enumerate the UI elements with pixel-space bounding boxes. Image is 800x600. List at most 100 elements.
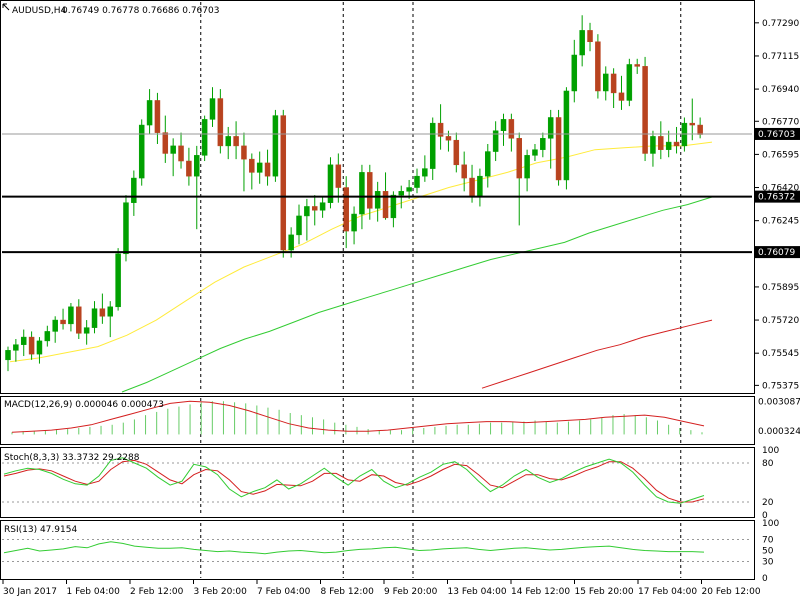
candle-body — [217, 98, 224, 147]
candlestick-series — [5, 15, 703, 372]
rsi-tick-label: 100 — [762, 519, 779, 529]
rsi-gridlines — [2, 523, 752, 578]
candle-body — [563, 90, 570, 181]
last-price-marker: 0.76703 — [758, 130, 795, 140]
candle-body — [673, 141, 680, 147]
candle-body — [406, 187, 412, 192]
candle-body — [665, 141, 672, 150]
candle-body — [170, 145, 176, 154]
macd-title: MACD(12,26,9) 0.000046 0.000473 — [4, 400, 164, 410]
macd-signal-line — [11, 400, 705, 433]
candle-body — [547, 117, 554, 139]
candle-body — [367, 172, 373, 209]
candle-body — [131, 177, 137, 203]
candle-body — [634, 64, 640, 67]
time-tick-label: 1 Feb 04:00 — [67, 587, 121, 597]
price-tick-label: 0.76940 — [762, 85, 799, 95]
stoch-gridlines — [2, 450, 752, 515]
candle-body — [351, 213, 357, 232]
fast-ma-line — [9, 141, 713, 363]
time-tick-label: 8 Feb 12:00 — [321, 587, 375, 597]
candle-body — [414, 175, 420, 188]
rsi-tick-label: 0 — [762, 574, 768, 584]
candle-body — [697, 124, 703, 135]
time-tick-label: 14 Feb 12:00 — [511, 587, 570, 597]
moving-averages — [9, 141, 713, 393]
macd-panel: MACD(12,26,9) 0.000046 0.000473 — [0, 396, 755, 445]
candle-body — [500, 119, 507, 131]
candle-body — [327, 164, 334, 203]
candle-body — [603, 73, 609, 92]
candle-body — [76, 306, 82, 334]
candle-body — [256, 162, 263, 173]
macd-signal-path — [11, 400, 705, 433]
candle-body — [186, 160, 192, 177]
stoch-title: Stoch(8,3,3) 33.3732 29.2288 — [4, 453, 140, 463]
candle-body — [123, 202, 129, 255]
candle-body — [359, 172, 365, 215]
candle-body — [335, 164, 342, 188]
price-tick-label: 0.76770 — [762, 117, 799, 127]
stoch-tick-label: 100 — [762, 446, 779, 456]
candle-body — [587, 30, 593, 43]
candle-body — [44, 331, 51, 342]
candle-body — [492, 130, 499, 152]
candle-body — [99, 308, 106, 317]
candle-body — [469, 177, 475, 198]
price-tick-label: 0.75895 — [762, 283, 799, 293]
candle-body — [555, 117, 562, 181]
ohlc-readout: 0.76749 0.76778 0.76686 0.76703 — [62, 6, 219, 16]
candle-body — [194, 155, 200, 177]
level-price-marker: 0.76372 — [758, 193, 795, 203]
candle-body — [28, 336, 35, 355]
candle-body — [429, 122, 436, 169]
candle-body — [485, 151, 491, 177]
candle-body — [650, 136, 656, 154]
rsi-title: RSI(13) 47.9154 — [4, 525, 77, 535]
candle-body — [681, 122, 688, 147]
price-tick-label: 0.75720 — [762, 316, 799, 326]
candle-body — [579, 30, 585, 56]
rsi-panel-frame — [0, 520, 755, 580]
candle-body — [595, 41, 601, 92]
candle-body — [52, 319, 58, 332]
price-tick-label: 0.76245 — [762, 217, 799, 227]
rsi-panel: RSI(13) 47.9154 — [0, 520, 755, 580]
candle-body — [610, 73, 617, 94]
candle-body — [532, 149, 538, 156]
candle-body — [374, 191, 381, 209]
macd-histogram — [11, 401, 703, 435]
candle-body — [36, 340, 43, 355]
rsi-line — [3, 541, 705, 555]
candle-body — [225, 136, 231, 147]
candle-body — [280, 115, 287, 251]
candle-body — [319, 202, 326, 211]
rsi-path — [3, 541, 705, 555]
candle-body — [437, 122, 444, 137]
candle-body — [311, 206, 318, 211]
time-tick-label: 3 Feb 20:00 — [194, 587, 248, 597]
candle-body — [178, 145, 184, 162]
time-tick-label: 17 Feb 04:00 — [638, 587, 697, 597]
candle-body — [390, 194, 397, 219]
candle-body — [264, 162, 271, 177]
macd-axis: 0.003087 0.000324 — [758, 397, 800, 437]
candle-body — [445, 136, 452, 141]
candle-body — [540, 138, 546, 150]
candle-body — [146, 100, 153, 126]
candle-body — [91, 308, 98, 328]
candle-body — [60, 319, 66, 325]
candle-body — [249, 158, 255, 173]
candle-body — [571, 54, 578, 92]
candle-body — [398, 191, 405, 196]
candle-body — [689, 122, 696, 126]
price-panel: AUDUSD,H4 0.76749 0.76778 0.76686 0.7670… — [0, 0, 755, 394]
arrow-icon — [2, 3, 10, 11]
candle-body — [233, 136, 239, 147]
macd-tick-label: 0.000324 — [758, 427, 800, 437]
support-resistance-lines — [2, 133, 752, 254]
candle-body — [241, 145, 247, 160]
stoch-tick-label: 20 — [762, 498, 774, 508]
